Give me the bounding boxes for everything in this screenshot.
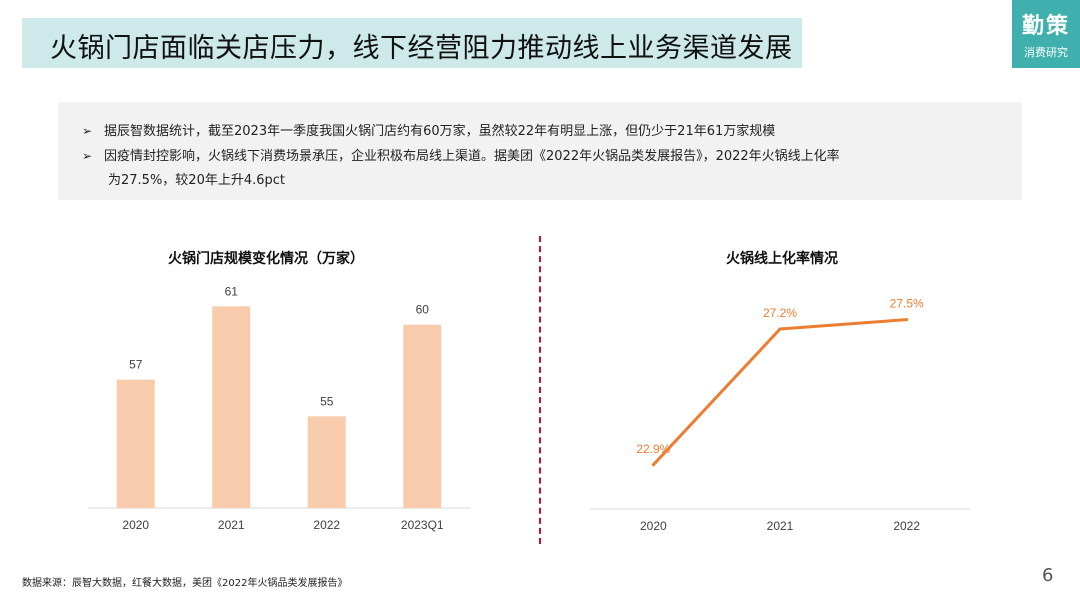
bar-data-label: 61 bbox=[225, 284, 239, 298]
line-point bbox=[905, 318, 909, 322]
bar-x-tick-label: 2021 bbox=[218, 518, 245, 532]
bullet-text-1: 据辰智数据统计，截至2023年一季度我国火锅门店约有60万家，虽然较22年有明显… bbox=[104, 124, 776, 139]
page-number: 6 bbox=[1042, 565, 1054, 586]
bullet-text-2-continued: 为27.5%，较20年上升4.6pct bbox=[108, 173, 286, 188]
bar-chart-title: 火锅门店规模变化情况（万家） bbox=[168, 251, 364, 267]
brand-logo: 勤策 消费研究 bbox=[1012, 0, 1080, 68]
line-chart-title: 火锅线上化率情况 bbox=[726, 251, 838, 267]
bar bbox=[403, 324, 442, 508]
line-point bbox=[651, 463, 655, 467]
page-title: 火锅门店面临关店压力，线下经营阻力推动线上业务渠道发展 bbox=[50, 33, 793, 64]
bullet-item-2: ➢ 因疫情封控影响，火锅线下消费场景承压，企业积极布局线上渠道。据美团《2022年… bbox=[82, 145, 840, 164]
line-data-label: 22.9% bbox=[636, 442, 670, 456]
logo-main-text: 勤策 bbox=[1021, 13, 1070, 39]
chart-divider bbox=[539, 236, 541, 544]
bullet-text-2: 因疫情封控影响，火锅线下消费场景承压，企业积极布局线上渠道。据美团《2022年火… bbox=[104, 149, 840, 164]
line-x-tick-label: 2020 bbox=[640, 519, 667, 533]
bar bbox=[212, 306, 251, 508]
line-point bbox=[778, 327, 782, 331]
bar-x-tick-label: 2020 bbox=[122, 518, 149, 532]
arrow-bullet-icon: ➢ bbox=[82, 124, 93, 138]
logo-sub-text: 消费研究 bbox=[1024, 46, 1068, 59]
bar-data-label: 55 bbox=[320, 394, 334, 408]
data-source-note: 数据来源：辰智大数据，红餐大数据，美团《2022年火锅品类发展报告》 bbox=[22, 578, 348, 589]
bar bbox=[116, 379, 155, 508]
arrow-bullet-icon: ➢ bbox=[82, 149, 93, 163]
line-data-label: 27.5% bbox=[890, 297, 924, 311]
line-x-tick-label: 2022 bbox=[893, 519, 920, 533]
line-data-label: 27.2% bbox=[763, 306, 797, 320]
bar-x-tick-label: 2022 bbox=[313, 518, 340, 532]
bar-data-label: 57 bbox=[129, 358, 143, 372]
line-series bbox=[652, 318, 907, 466]
bar-x-tick-label: 2023Q1 bbox=[401, 518, 444, 532]
bar-data-label: 60 bbox=[416, 303, 430, 317]
bullet-item-1: ➢ 据辰智数据统计，截至2023年一季度我国火锅门店约有60万家，虽然较22年有明… bbox=[82, 120, 775, 139]
title-bar: 火锅门店面临关店压力，线下经营阻力推动线上业务渠道发展 bbox=[22, 18, 802, 68]
line-x-tick-label: 2021 bbox=[767, 519, 794, 533]
bar bbox=[307, 416, 346, 508]
summary-box: ➢ 据辰智数据统计，截至2023年一季度我国火锅门店约有60万家，虽然较22年有明… bbox=[58, 102, 1022, 200]
